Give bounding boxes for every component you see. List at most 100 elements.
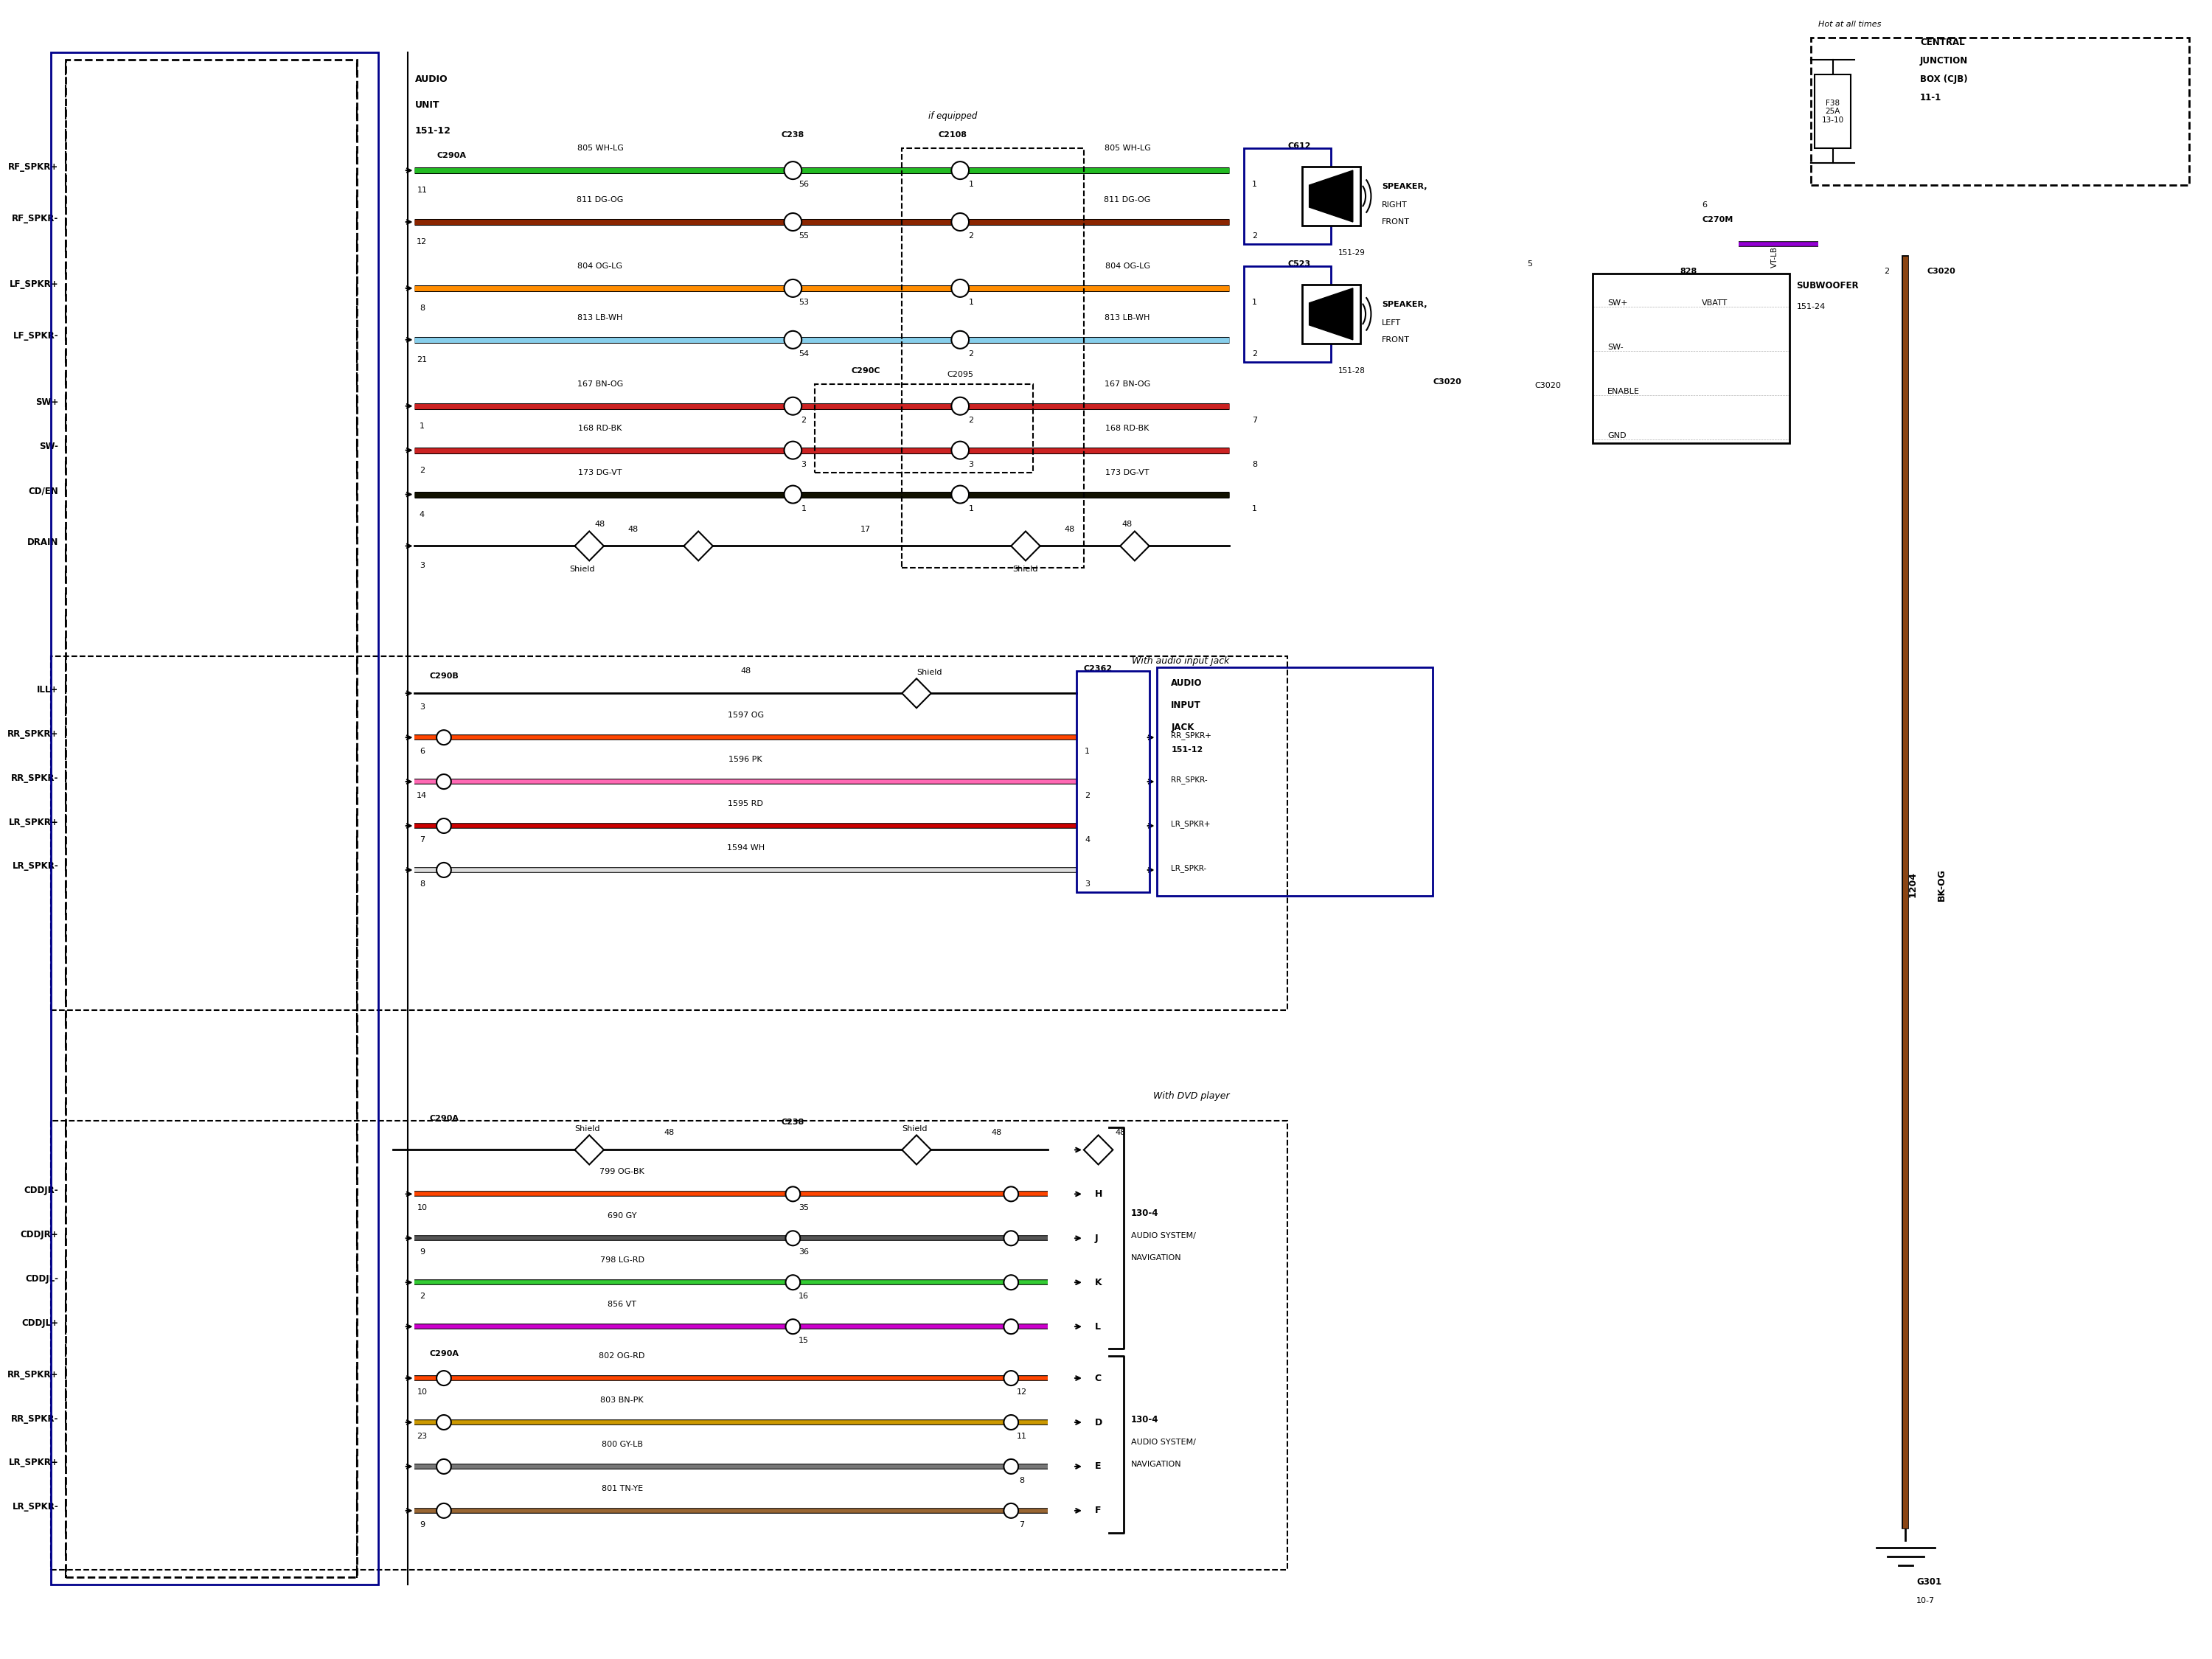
Text: 6: 6 [420,748,425,755]
Text: 2: 2 [969,232,973,239]
Circle shape [436,775,451,790]
Circle shape [785,486,801,503]
Text: With audio input jack: With audio input jack [1133,657,1230,665]
Text: 15: 15 [799,1337,810,1344]
Text: BK-OG: BK-OG [1938,869,1947,901]
Text: 7: 7 [1020,1521,1024,1528]
Text: 1: 1 [969,181,973,187]
Text: 3: 3 [969,461,973,468]
Circle shape [951,397,969,415]
Text: 805 WH-LG: 805 WH-LG [577,144,624,153]
Text: SPEAKER,: SPEAKER, [1382,182,1427,191]
Text: With DVD player: With DVD player [1152,1092,1230,1100]
Text: ENABLE: ENABLE [1608,388,1639,395]
Text: CDDJR-: CDDJR- [24,1186,58,1194]
Text: AUDIO: AUDIO [1170,679,1203,688]
Text: 1: 1 [969,299,973,305]
Text: F38
25A
13-10: F38 25A 13-10 [1823,100,1845,124]
Text: 130-4: 130-4 [1130,1209,1159,1218]
Text: AUDIO SYSTEM/: AUDIO SYSTEM/ [1130,1233,1197,1239]
Text: CD/EN: CD/EN [29,486,58,496]
Text: RF_SPKR+: RF_SPKR+ [9,163,58,171]
Text: GND: GND [1608,431,1626,440]
Text: C290A: C290A [436,153,467,159]
Text: 1: 1 [1252,504,1256,513]
Text: 3: 3 [420,703,425,712]
Text: C290C: C290C [852,367,880,375]
Text: NAVIGATION: NAVIGATION [1130,1254,1181,1262]
Polygon shape [684,531,712,561]
Text: 802 OG-RD: 802 OG-RD [599,1352,646,1360]
Polygon shape [1084,1135,1113,1165]
Circle shape [436,818,451,833]
Text: RF_SPKR-: RF_SPKR- [11,214,58,222]
Text: 167 BN-OG: 167 BN-OG [577,380,624,388]
Text: 1: 1 [801,504,807,513]
Polygon shape [1310,289,1354,340]
Text: LR_SPKR-: LR_SPKR- [11,1501,58,1511]
Text: 9: 9 [420,1249,425,1256]
Text: SW+: SW+ [35,398,58,406]
Text: VT-LB: VT-LB [1772,246,1778,267]
Bar [814,383,1033,473]
Circle shape [951,441,969,460]
Text: LR_SPKR-: LR_SPKR- [1170,864,1206,873]
Text: 48: 48 [595,521,606,528]
Text: C290B: C290B [429,672,458,680]
Bar [1157,667,1433,896]
Text: 1597 OG: 1597 OG [728,712,763,718]
Text: Shield: Shield [902,1125,927,1133]
Text: 2: 2 [1252,232,1256,239]
Circle shape [785,1276,801,1289]
Bar [1303,166,1360,226]
Text: 804 OG-LG: 804 OG-LG [577,262,622,270]
Text: LEFT: LEFT [1382,319,1400,327]
Text: H: H [1095,1190,1102,1199]
Text: 36: 36 [799,1249,810,1256]
Bar [1243,265,1332,362]
Text: Shield: Shield [916,669,942,677]
Text: RR_SPKR-: RR_SPKR- [11,773,58,783]
Text: 1596 PK: 1596 PK [728,757,763,763]
Bar [1814,75,1851,148]
Bar [1812,38,2190,186]
Text: LF_SPKR+: LF_SPKR+ [9,280,58,289]
Text: 35: 35 [799,1204,810,1211]
Text: C3020: C3020 [1433,378,1462,385]
Text: VBATT: VBATT [1701,299,1728,307]
Text: 811 DG-OG: 811 DG-OG [577,196,624,204]
Text: 4: 4 [420,511,425,518]
Text: LR_SPKR-: LR_SPKR- [11,861,58,871]
Text: 811 DG-OG: 811 DG-OG [1104,196,1150,204]
Text: 56: 56 [799,181,810,187]
Text: 3: 3 [420,562,425,569]
Text: 1: 1 [969,504,973,513]
Text: CDDJR+: CDDJR+ [20,1229,58,1239]
Circle shape [951,161,969,179]
Text: C612: C612 [1287,143,1312,149]
Text: FRONT: FRONT [1382,219,1409,226]
Text: 1595 RD: 1595 RD [728,800,763,808]
Text: K: K [1095,1277,1102,1287]
Text: NAVIGATION: NAVIGATION [1130,1460,1181,1468]
Bar [51,53,378,1584]
Text: LR_SPKR+: LR_SPKR+ [9,1458,58,1468]
Text: 1204: 1204 [1909,873,1918,898]
Text: RR_SPKR-: RR_SPKR- [1170,776,1208,783]
Text: 798 LG-RD: 798 LG-RD [599,1256,644,1264]
Text: 10: 10 [416,1204,427,1211]
Text: Hot at all times: Hot at all times [1818,22,1880,28]
Circle shape [951,330,969,348]
Text: 1: 1 [1252,299,1256,305]
Text: 690 GY: 690 GY [608,1213,637,1219]
Text: JACK: JACK [1170,723,1194,732]
Text: 48: 48 [1121,521,1133,528]
Text: Shield: Shield [1013,566,1037,574]
Text: LR_SPKR+: LR_SPKR+ [9,818,58,826]
Text: 1: 1 [420,423,425,430]
Text: CENTRAL: CENTRAL [1920,38,1964,48]
Text: G: G [1095,1145,1102,1155]
Text: if equipped: if equipped [929,111,978,121]
Text: J: J [1095,1233,1097,1243]
Text: Shield: Shield [575,1125,599,1133]
